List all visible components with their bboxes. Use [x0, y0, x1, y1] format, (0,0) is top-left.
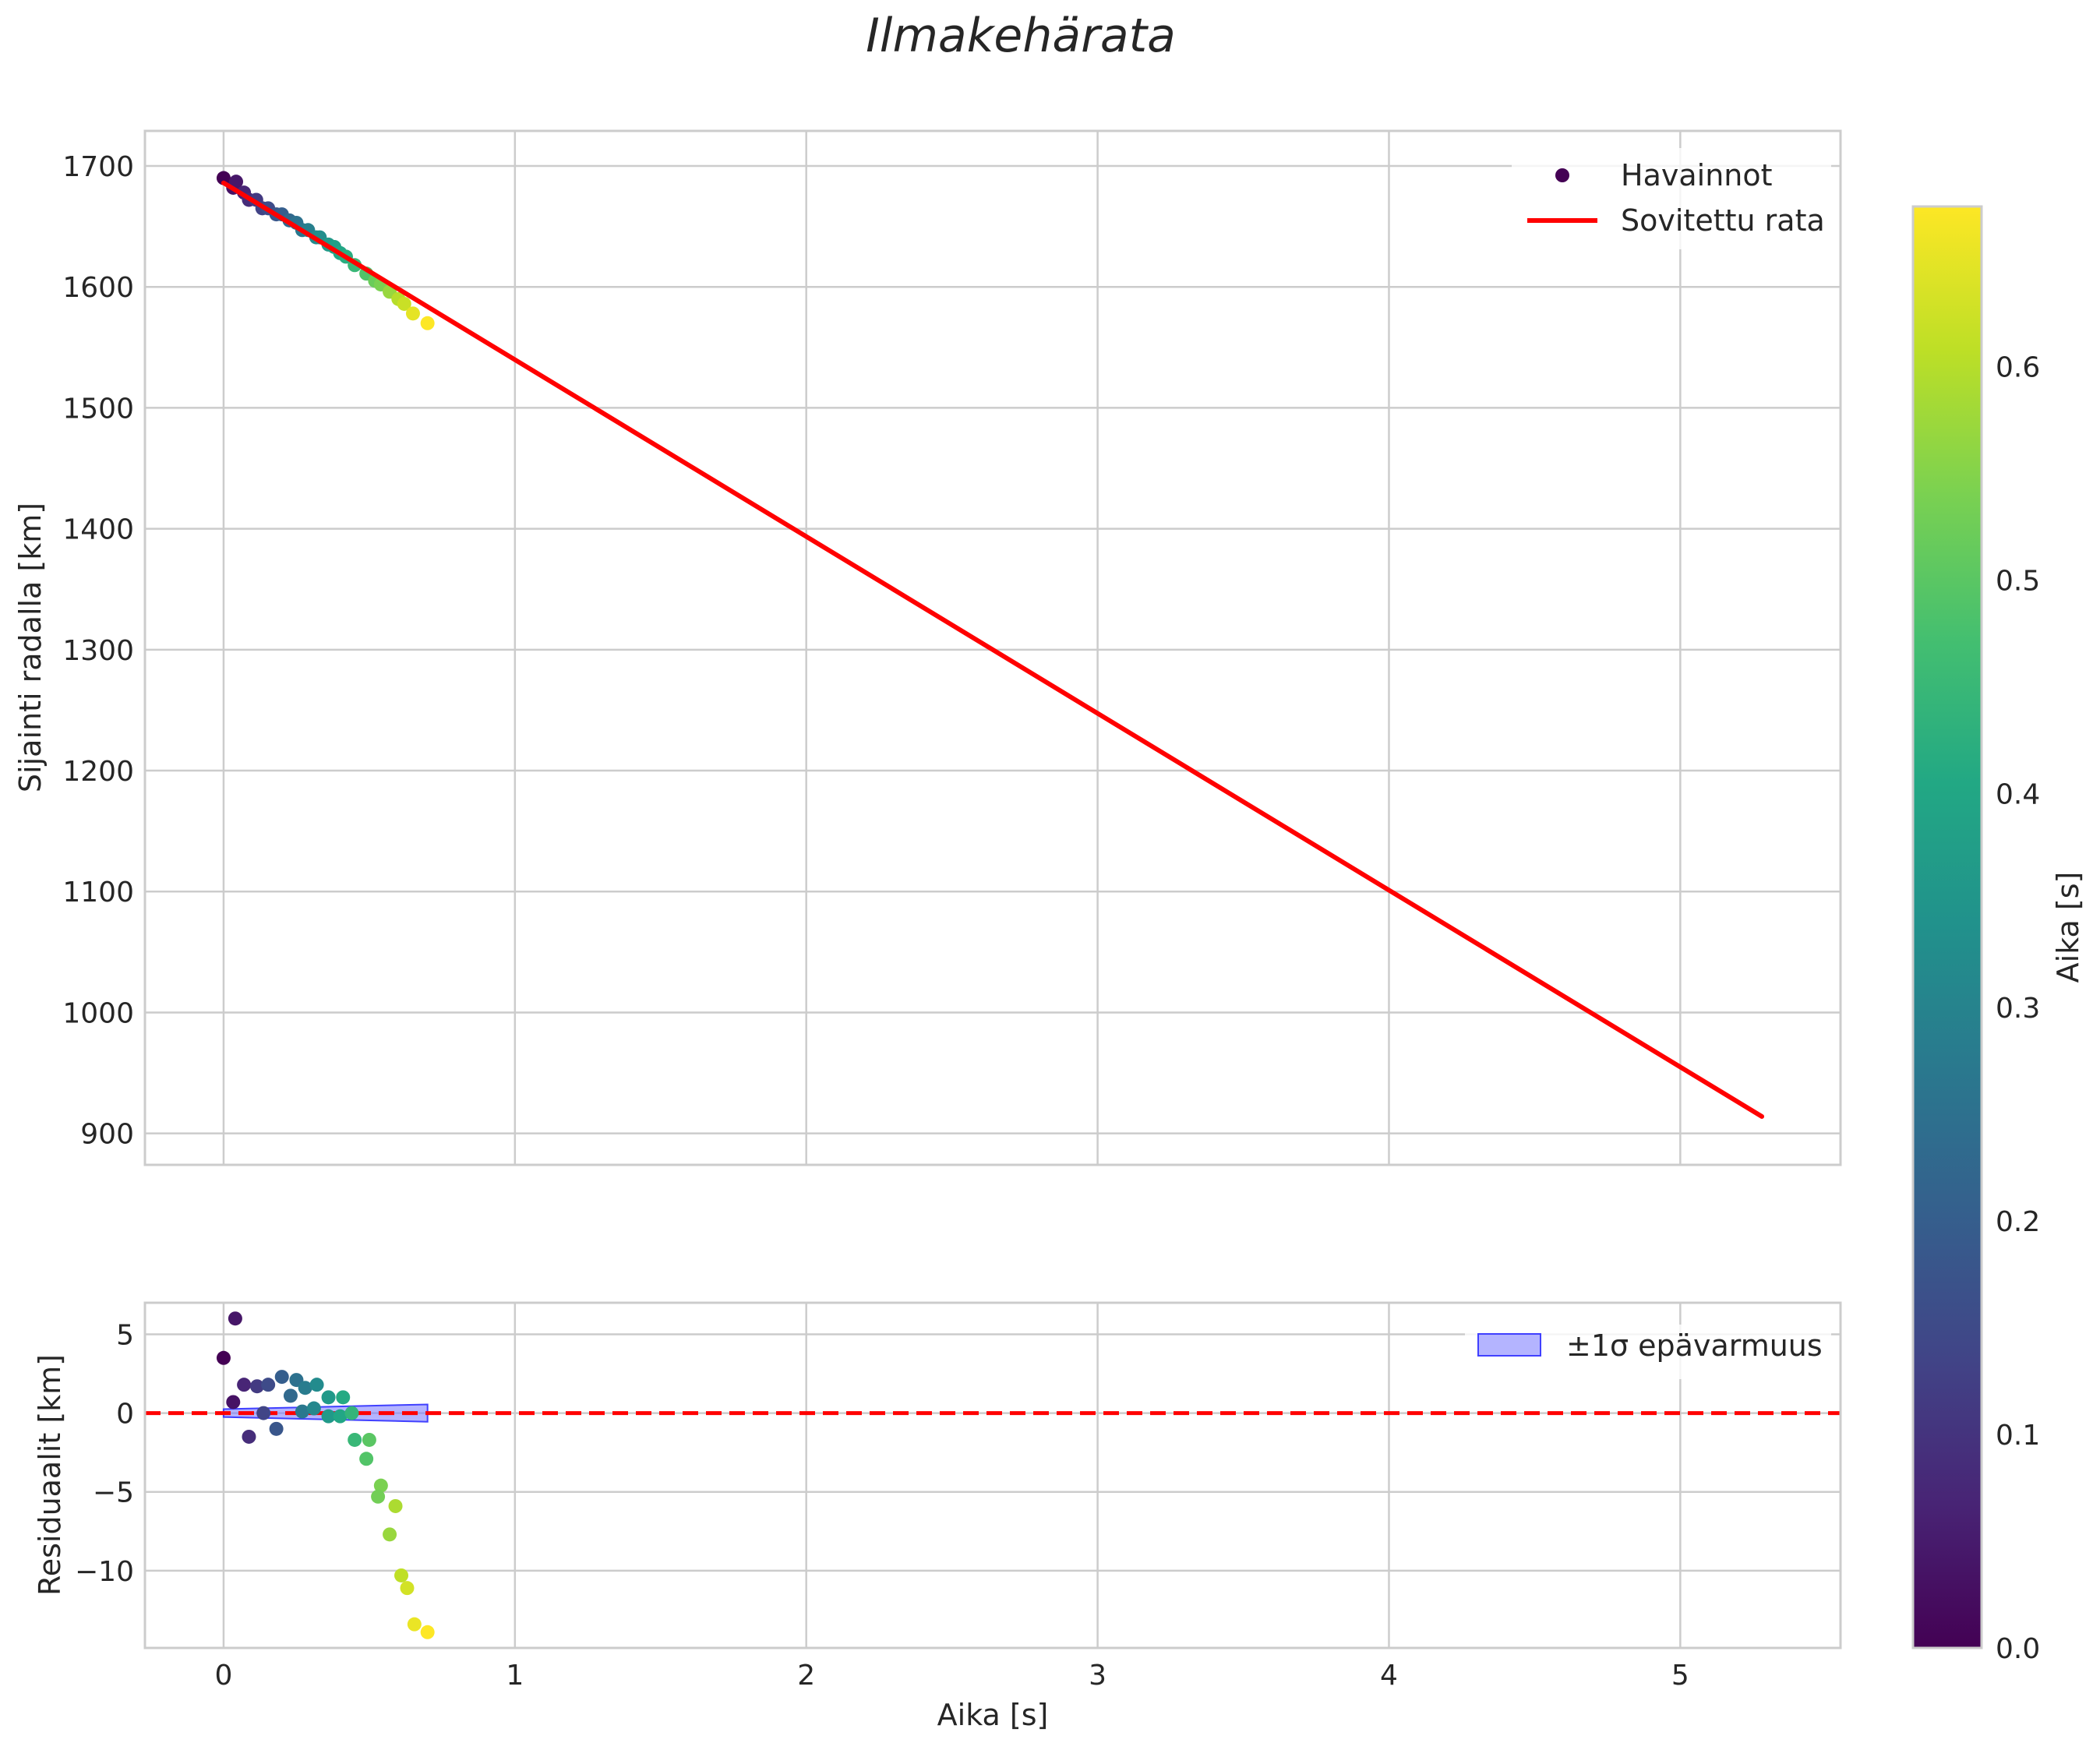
trajectory-y-tick-label: 1300 [62, 635, 134, 667]
legend-line-label: Sovitettu rata [1621, 203, 1825, 238]
residual-point [306, 1401, 321, 1416]
observation-point [229, 175, 244, 189]
x-tick-label: 4 [1380, 1660, 1398, 1692]
chart-title: Ilmakehärata [866, 9, 1176, 63]
residual-point [237, 1378, 252, 1392]
fitted-trajectory-line [221, 180, 1765, 1119]
residual-axes-frame [143, 1301, 1842, 1649]
residual-y-label: Residuaalit [km] [33, 1354, 67, 1596]
residual-plot-content [145, 1311, 1841, 1639]
trajectory-y-tick-label: 1100 [62, 877, 134, 909]
residual-point [216, 1350, 231, 1365]
trajectory-y-ticks: 900 1000 1100 1200 1300 1400 1500 1600 1700 [62, 151, 134, 1151]
colorbar-tick-label: 0.4 [1996, 779, 2040, 811]
x-tick-label: 1 [506, 1660, 524, 1692]
residual-legend: ±1σ epävarmuus [1465, 1325, 1831, 1379]
trajectory-legend: Havainnot Sovitettu rata [1512, 148, 1831, 249]
trajectory-y-tick-label: 1000 [62, 997, 134, 1029]
legend-scatter-marker [1555, 168, 1569, 182]
residual-point [400, 1581, 415, 1596]
residual-point [344, 1406, 359, 1420]
legend-scatter-label: Havainnot [1621, 158, 1773, 192]
colorbar-tick-label: 0.2 [1996, 1206, 2040, 1238]
residual-y-ticks: 5 0 −5 −10 [75, 1319, 134, 1587]
residual-point [226, 1395, 241, 1410]
colorbar-tick-label: 0.6 [1996, 352, 2040, 384]
trajectory-y-tick-label: 1400 [62, 514, 134, 546]
residual-y-tick-label: 0 [116, 1399, 134, 1431]
residual-point [383, 1527, 397, 1542]
residual-point [261, 1378, 276, 1392]
colorbar-gradient [1911, 205, 1983, 1649]
trajectory-y-tick-label: 1700 [62, 151, 134, 183]
residual-point [336, 1390, 351, 1405]
colorbar-label: Aika [s] [2051, 872, 2085, 983]
x-tick-label: 5 [1671, 1660, 1689, 1692]
residual-point [333, 1409, 348, 1424]
observation-point [397, 296, 411, 311]
legend-band-swatch [1477, 1333, 1541, 1357]
trajectory-y-tick-label: 1500 [62, 393, 134, 425]
residual-point [321, 1390, 336, 1405]
residual-point [394, 1568, 409, 1582]
residual-axes: 5 0 −5 −10 Residuaalit [km] 0 1 2 3 4 5 Aika [s]… [33, 1301, 1842, 1732]
trajectory-y-label: Sijainti radalla [km] [13, 503, 48, 792]
colorbar-tick-label: 0.5 [1996, 566, 2040, 598]
residual-point [256, 1406, 271, 1420]
observation-point [420, 316, 435, 330]
residual-point [407, 1617, 422, 1632]
observation-point [216, 171, 231, 185]
residual-point [274, 1370, 289, 1385]
colorbar-tick-label: 0.3 [1996, 993, 2040, 1025]
trajectory-y-tick-label: 1600 [62, 272, 134, 304]
trajectory-axes-frame [143, 129, 1842, 1166]
residual-point [269, 1421, 284, 1436]
x-tick-label: 2 [797, 1660, 815, 1692]
trajectory-y-tick-label: 900 [80, 1119, 134, 1151]
residual-point [373, 1478, 388, 1493]
colorbar: 0.0 0.1 0.2 0.3 0.4 0.5 0.6 Aika [s] [1911, 205, 2085, 1665]
colorbar-tick-label: 0.1 [1996, 1420, 2040, 1452]
residual-point [371, 1489, 386, 1504]
trajectory-y-tick-label: 1200 [62, 756, 134, 788]
trajectory-legend-bg [1512, 148, 1831, 249]
trajectory-plot-content [216, 171, 1765, 1119]
residual-point [283, 1388, 298, 1403]
x-axis-label: Aika [s] [937, 1698, 1049, 1732]
trajectory-axes: 900 1000 1100 1200 1300 1400 1500 1600 1700 Sija… [13, 129, 1842, 1166]
shared-x-ticks: 0 1 2 3 4 5 [214, 1660, 1689, 1692]
residual-point [388, 1498, 403, 1513]
x-tick-label: 0 [214, 1660, 232, 1692]
colorbar-tick-label: 0.0 [1996, 1633, 2040, 1665]
x-tick-label: 3 [1089, 1660, 1106, 1692]
residual-y-tick-label: −10 [75, 1556, 134, 1588]
residual-point [228, 1311, 242, 1326]
residual-point [359, 1452, 374, 1466]
residual-y-tick-label: −5 [93, 1477, 134, 1509]
residual-point [362, 1432, 376, 1447]
residual-point [298, 1381, 312, 1395]
residual-point [249, 1379, 264, 1394]
residual-point [321, 1409, 336, 1424]
residual-point [309, 1378, 324, 1392]
colorbar-ticks: 0.0 0.1 0.2 0.3 0.4 0.5 0.6 [1996, 352, 2040, 1665]
trajectory-grid [145, 131, 1841, 1165]
residual-point [242, 1429, 256, 1444]
observation-point [405, 306, 420, 321]
residual-point [420, 1625, 435, 1639]
residual-point [348, 1432, 362, 1447]
legend-band-label: ±1σ epävarmuus [1566, 1328, 1823, 1363]
residual-y-tick-label: 5 [116, 1319, 134, 1351]
residual-point [295, 1404, 309, 1419]
